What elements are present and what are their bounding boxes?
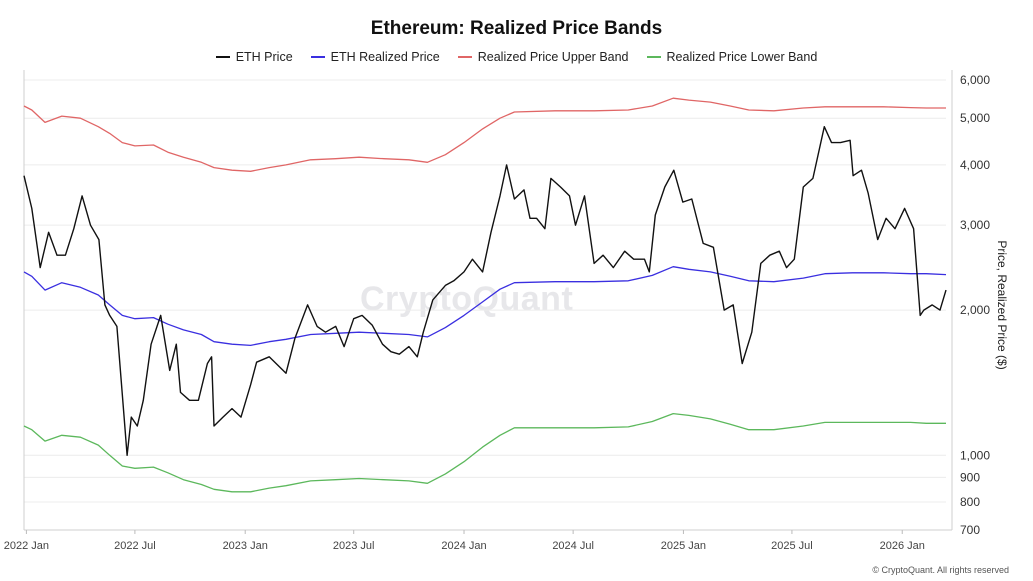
- x-tick-label: 2024 Jan: [441, 540, 486, 552]
- y-tick-label: 900: [960, 470, 980, 484]
- legend-swatch-eth-price: [215, 56, 230, 58]
- copyright-footer: © CryptoQuant. All rights reserved: [872, 565, 1009, 575]
- y-tick-label: 3,000: [960, 218, 990, 232]
- x-tick-label: 2023 Jul: [333, 540, 375, 552]
- legend-item-upper-band[interactable]: Realized Price Upper Band: [457, 50, 629, 64]
- legend-swatch-realized-price: [310, 56, 325, 58]
- x-tick-label: 2025 Jul: [771, 540, 813, 552]
- y-tick-label: 2,000: [960, 303, 990, 317]
- series-line-lower-band: [23, 412, 946, 493]
- chart-title: Ethereum: Realized Price Bands: [370, 18, 663, 39]
- y-tick-label: 4,000: [960, 158, 990, 172]
- y-tick-label: 1,000: [960, 448, 990, 462]
- legend-label-eth-price: ETH Price: [235, 50, 293, 64]
- legend-swatch-upper-band: [457, 56, 472, 58]
- series-line-eth-price: [23, 126, 947, 456]
- legend-item-eth-price[interactable]: ETH Price: [215, 50, 293, 64]
- series-line-upper-band: [23, 97, 946, 172]
- y-tick-label: 800: [960, 495, 980, 509]
- watermark: CryptoQuant: [360, 280, 574, 318]
- y-tick-label: 700: [960, 523, 980, 537]
- y-tick-label: 5,000: [960, 111, 990, 125]
- x-tick-label: 2022 Jan: [4, 540, 49, 552]
- y-axis-label: Price, Realized Price ($): [995, 240, 1009, 370]
- y-tick-label: 6,000: [960, 73, 990, 87]
- legend-swatch-lower-band: [646, 56, 661, 58]
- legend: ETH Price ETH Realized Price Realized Pr…: [0, 50, 1033, 64]
- legend-label-realized-price: ETH Realized Price: [330, 50, 440, 64]
- x-tick-label: 2022 Jul: [114, 540, 156, 552]
- x-tick-label: 2024 Jul: [552, 540, 594, 552]
- legend-label-lower-band: Realized Price Lower Band: [666, 50, 818, 64]
- legend-item-realized-price[interactable]: ETH Realized Price: [310, 50, 440, 64]
- x-tick-label: 2026 Jan: [880, 540, 925, 552]
- series-line-realized-price: [23, 266, 947, 347]
- legend-label-upper-band: Realized Price Upper Band: [477, 50, 629, 64]
- x-tick-label: 2023 Jan: [223, 540, 268, 552]
- x-tick-label: 2025 Jan: [661, 540, 706, 552]
- legend-item-lower-band[interactable]: Realized Price Lower Band: [646, 50, 818, 64]
